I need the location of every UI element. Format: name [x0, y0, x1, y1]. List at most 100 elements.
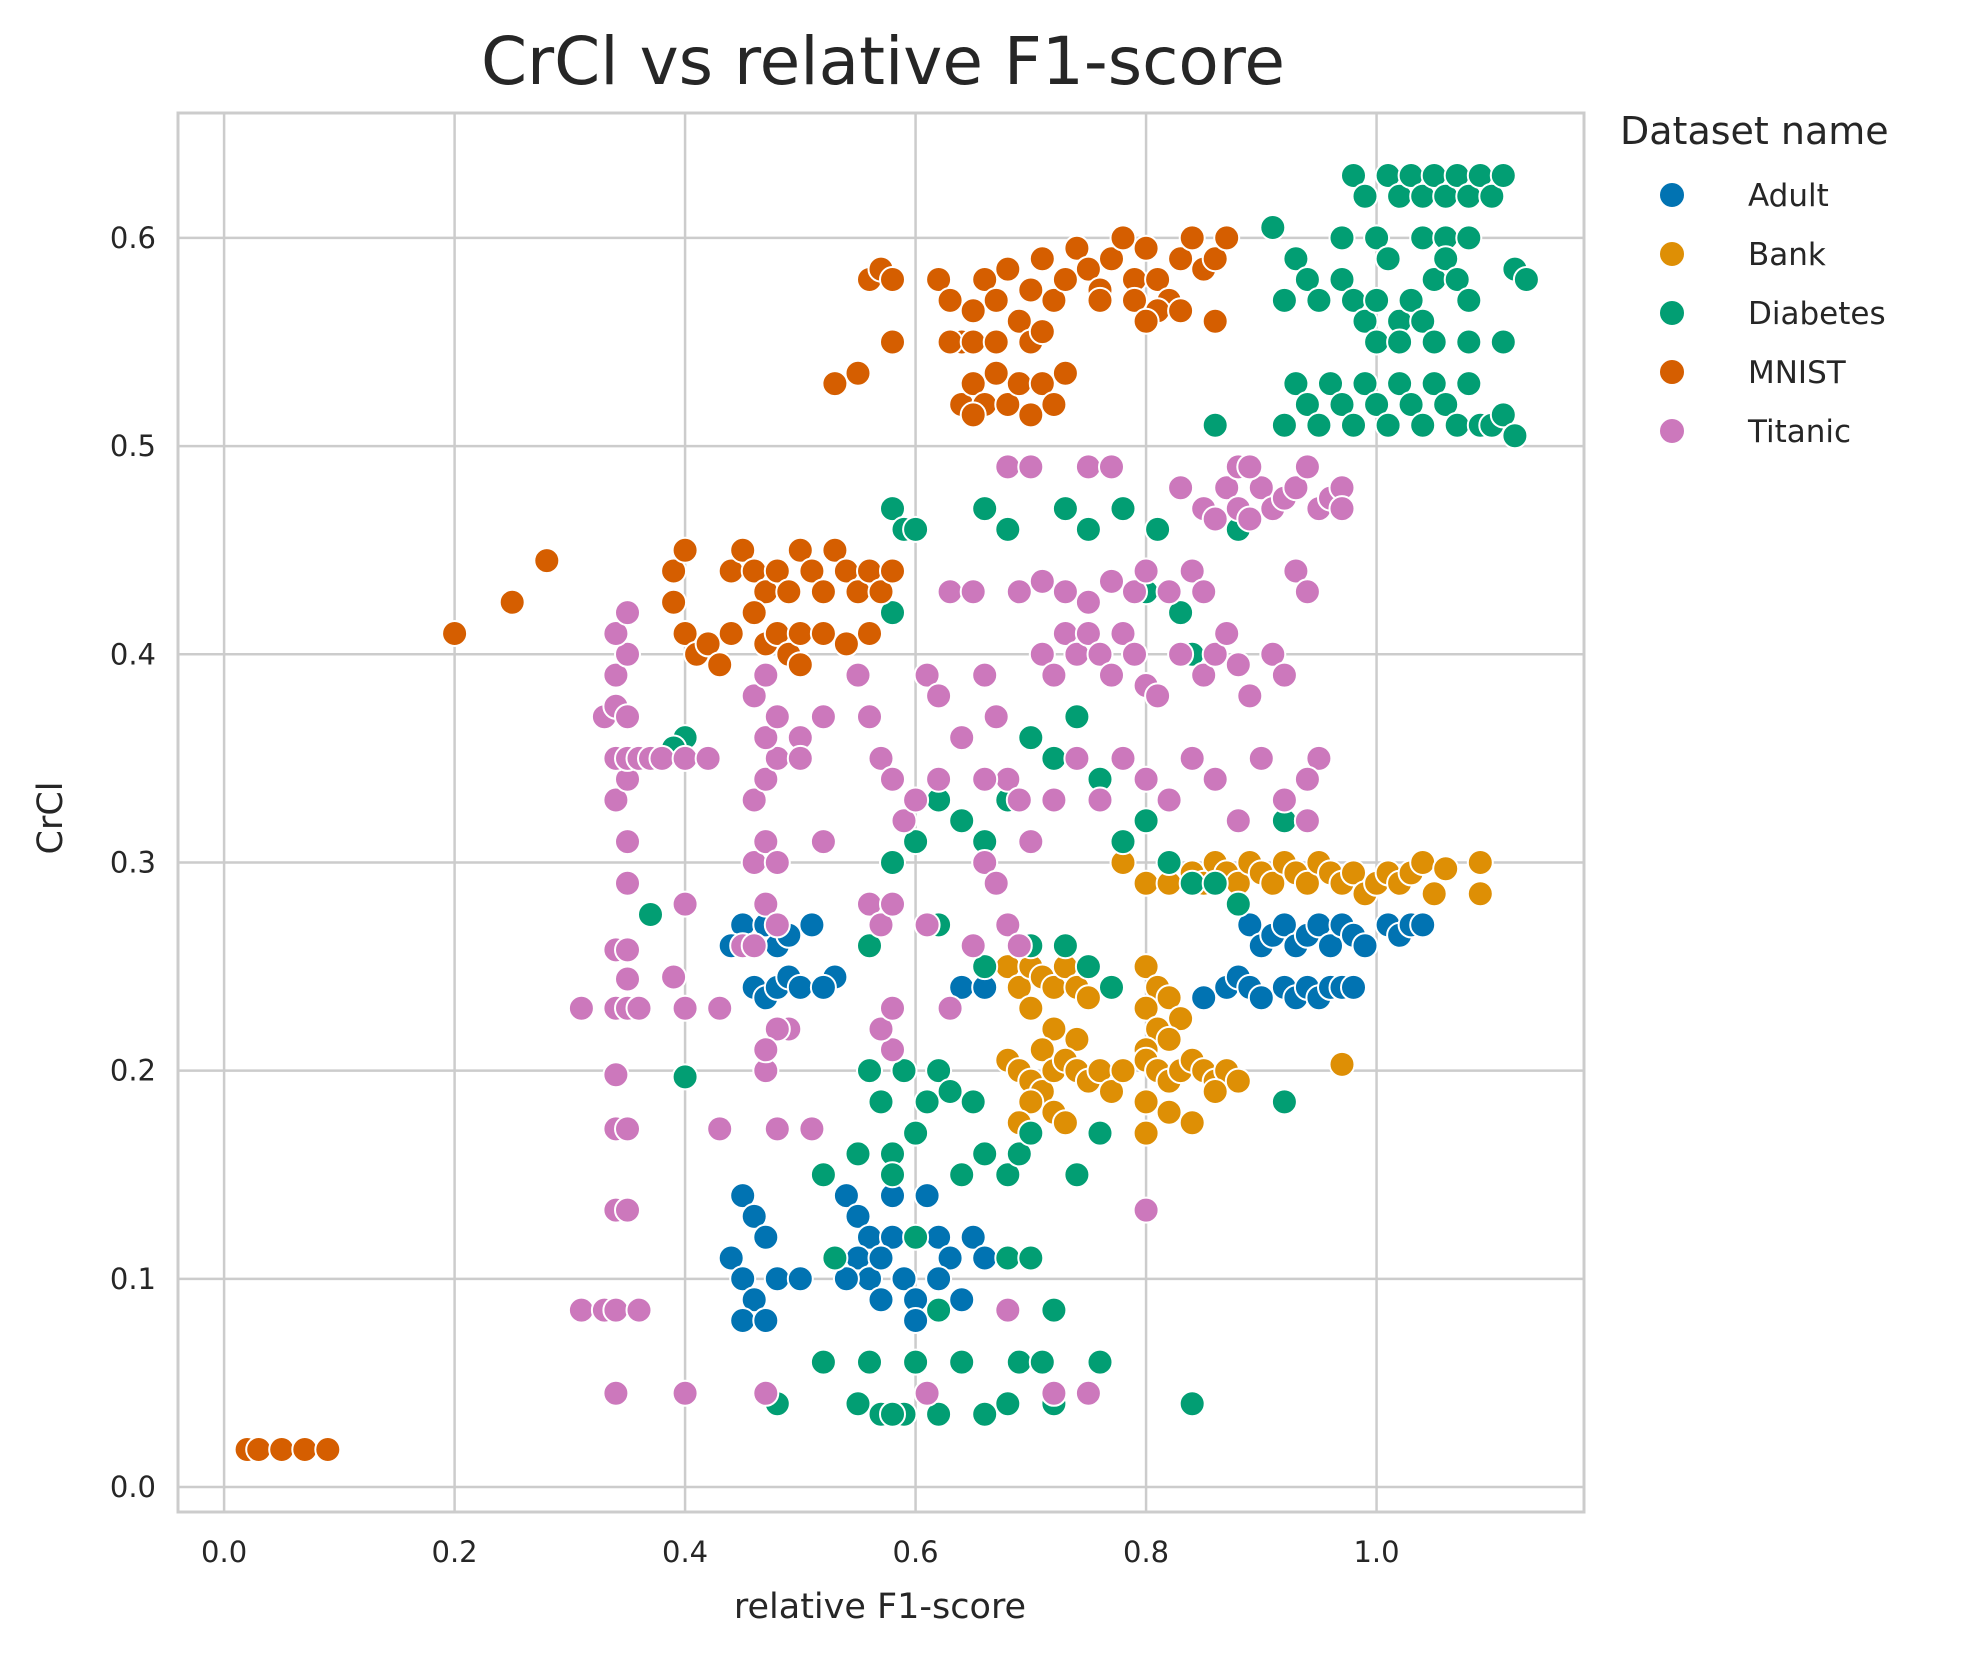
data-point	[763, 703, 791, 731]
data-point	[1109, 1057, 1137, 1085]
data-point	[1178, 224, 1206, 252]
data-point	[1144, 682, 1172, 710]
data-point	[763, 557, 791, 585]
data-point	[1132, 994, 1160, 1022]
data-point	[1109, 224, 1137, 252]
data-point	[1455, 328, 1483, 356]
data-point	[1074, 515, 1102, 543]
data-point	[1455, 224, 1483, 252]
legend-marker	[1658, 358, 1686, 386]
data-point	[1236, 453, 1264, 481]
data-point	[902, 1348, 930, 1376]
x-tick-label: 0.4	[662, 1535, 708, 1569]
data-point	[948, 1161, 976, 1189]
data-point	[809, 620, 837, 647]
data-point	[1236, 911, 1264, 939]
x-axis-label: relative F1-score	[734, 1587, 1026, 1627]
data-point	[1386, 328, 1414, 356]
data-point	[1201, 245, 1229, 273]
data-point	[1074, 1379, 1102, 1407]
data-point	[1455, 370, 1483, 398]
data-point	[936, 1244, 964, 1272]
data-point	[1109, 495, 1137, 523]
data-point	[936, 286, 964, 314]
data-point	[1051, 932, 1079, 960]
legend-marker	[1658, 299, 1686, 327]
y-tick-label: 0.6	[110, 221, 156, 255]
data-point	[786, 620, 814, 647]
data-point	[1005, 932, 1033, 960]
data-point	[1121, 578, 1148, 606]
data-point	[879, 765, 906, 793]
data-point	[1213, 620, 1241, 647]
data-point	[1155, 786, 1183, 814]
data-point	[1051, 359, 1079, 387]
data-point	[1178, 1109, 1206, 1137]
data-point	[729, 1265, 757, 1293]
data-point	[740, 1286, 768, 1314]
data-point	[1224, 1067, 1252, 1095]
data-point	[671, 994, 699, 1022]
data-point	[775, 578, 803, 606]
data-point	[1063, 234, 1091, 262]
data-point	[1420, 328, 1448, 356]
y-tick-label: 0.3	[110, 845, 156, 879]
data-point	[809, 578, 837, 606]
data-point	[925, 1400, 953, 1428]
data-point	[1317, 932, 1344, 960]
data-point	[902, 1307, 930, 1334]
data-point	[821, 370, 849, 398]
data-point	[879, 266, 906, 293]
data-point	[1063, 744, 1091, 772]
data-point	[1432, 245, 1460, 273]
data-point	[856, 1348, 883, 1376]
data-point	[752, 1379, 780, 1407]
data-point	[1363, 328, 1391, 356]
data-point	[879, 599, 906, 627]
data-point	[614, 1196, 641, 1224]
data-point	[936, 578, 964, 606]
data-point	[936, 328, 964, 356]
data-point	[844, 1140, 872, 1168]
data-point	[1420, 880, 1448, 908]
data-point	[1236, 682, 1264, 710]
data-point	[1305, 744, 1333, 772]
data-point	[1328, 1050, 1356, 1078]
data-point	[1074, 620, 1102, 647]
data-point	[1305, 411, 1333, 439]
data-point	[1167, 474, 1195, 502]
data-point	[1224, 890, 1252, 918]
data-point	[291, 1436, 319, 1463]
data-point	[1282, 557, 1310, 585]
data-point	[1109, 828, 1137, 856]
data-point	[1040, 391, 1068, 418]
data-point	[1028, 318, 1056, 346]
data-point	[890, 1057, 918, 1085]
data-point	[1144, 515, 1172, 543]
data-point	[625, 994, 653, 1022]
data-point	[1074, 588, 1102, 616]
data-point	[752, 890, 780, 918]
data-point	[694, 744, 722, 772]
data-point	[614, 936, 641, 964]
data-point	[948, 724, 976, 752]
data-point	[1270, 786, 1298, 814]
data-point	[1086, 786, 1114, 814]
data-point	[1455, 286, 1483, 314]
data-point	[982, 869, 1010, 897]
data-point	[1109, 744, 1137, 772]
data-point	[925, 266, 953, 293]
data-point	[1121, 640, 1148, 668]
data-point	[1051, 1109, 1079, 1137]
legend-label: Titanic	[1747, 414, 1851, 450]
data-point	[902, 1223, 930, 1251]
chart-title: CrCl vs relative F1-score	[481, 23, 1285, 100]
data-point	[798, 911, 826, 939]
data-point	[879, 849, 906, 876]
data-point	[971, 1244, 999, 1272]
data-point	[821, 536, 849, 564]
x-tick-label: 1.0	[1353, 1535, 1399, 1569]
data-point	[1293, 453, 1321, 481]
y-tick-label: 0.2	[110, 1054, 156, 1088]
